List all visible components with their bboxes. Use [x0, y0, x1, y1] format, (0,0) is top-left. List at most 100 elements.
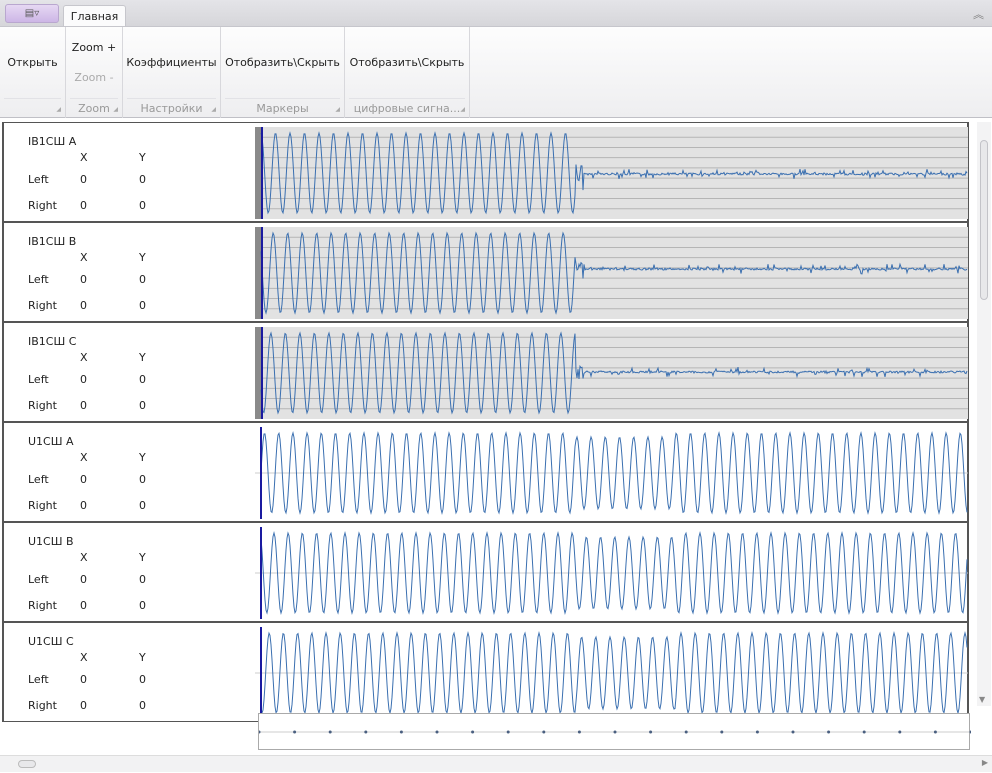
group-caption: Настройки: [127, 98, 216, 115]
channel-name: U1СШ B: [28, 535, 74, 548]
overview-tick: [542, 730, 546, 734]
channel-panel: IB1СШ A X Y Left 0 0 Right 0 0: [2, 122, 969, 222]
right-x: 0: [80, 499, 87, 512]
zoom-in-button[interactable]: Zoom +: [71, 41, 117, 54]
overview-tick: [257, 730, 261, 734]
overview-tick: [684, 730, 688, 734]
channel-panel: IB1СШ B X Y Left 0 0 Right 0 0: [2, 222, 969, 322]
overview-tick: [791, 730, 795, 734]
overview-tick: [862, 730, 866, 734]
waveform-plot[interactable]: [255, 227, 968, 319]
row-right: Right: [28, 299, 57, 312]
row-left: Left: [28, 573, 49, 586]
overview-tick: [613, 730, 617, 734]
overview-tick: [577, 730, 581, 734]
right-y: 0: [139, 299, 146, 312]
group-caption: Маркеры: [225, 98, 340, 115]
column-x: X: [80, 351, 88, 364]
open-button[interactable]: Открыть: [7, 56, 58, 69]
row-right: Right: [28, 699, 57, 712]
horizontal-scrollbar[interactable]: ▶: [0, 755, 992, 772]
column-x: X: [80, 451, 88, 464]
waveform-plot[interactable]: [255, 627, 968, 719]
column-y: Y: [139, 251, 146, 264]
cursor-bar: [255, 127, 261, 219]
waveform-plot[interactable]: [255, 127, 968, 219]
overview-tick: [649, 730, 653, 734]
waveform-plot[interactable]: [255, 527, 968, 619]
row-left: Left: [28, 373, 49, 386]
ribbon: Открыть Zoom + Zoom - Zoom Коэффициенты …: [0, 26, 992, 118]
column-y: Y: [139, 351, 146, 364]
group-caption: Zoom: [70, 98, 118, 115]
column-y: Y: [139, 551, 146, 564]
right-y: 0: [139, 199, 146, 212]
group-caption: цифровые сигна...: [349, 98, 465, 115]
scroll-right-icon[interactable]: ▶: [981, 758, 988, 767]
scroll-thumb[interactable]: [980, 140, 988, 300]
channel-panel: U1СШ A X Y Left 0 0 Right 0 0: [2, 422, 969, 522]
signal-trace: [260, 531, 968, 615]
column-x: X: [80, 651, 88, 664]
cursor-bar: [255, 327, 261, 419]
coefficients-button[interactable]: Коэффициенты: [126, 56, 217, 69]
waveform-plot[interactable]: [255, 327, 968, 419]
app-menu-button[interactable]: ▤▿: [5, 4, 59, 23]
group-zoom: Zoom + Zoom - Zoom: [66, 27, 123, 118]
scroll-down-icon[interactable]: ▼: [979, 695, 986, 704]
right-y: 0: [139, 399, 146, 412]
right-x: 0: [80, 599, 87, 612]
right-x: 0: [80, 299, 87, 312]
left-x: 0: [80, 673, 87, 686]
right-x: 0: [80, 399, 87, 412]
left-y: 0: [139, 573, 146, 586]
scroll-thumb[interactable]: [18, 760, 36, 768]
left-x: 0: [80, 273, 87, 286]
overview-tick: [293, 730, 297, 734]
overview-tick: [435, 730, 439, 734]
right-y: 0: [139, 699, 146, 712]
left-x: 0: [80, 473, 87, 486]
left-y: 0: [139, 473, 146, 486]
overview-tick: [364, 730, 368, 734]
channel-name: U1СШ C: [28, 635, 74, 648]
digital-signals-toggle-button[interactable]: Отобразить\Скрыть: [349, 56, 465, 69]
vertical-scrollbar[interactable]: ▼: [977, 122, 991, 706]
row-right: Right: [28, 499, 57, 512]
markers-toggle-button[interactable]: Отобразить\Скрыть: [225, 56, 340, 69]
overview-tick: [506, 730, 510, 734]
tab-home[interactable]: Главная: [63, 5, 126, 27]
left-y: 0: [139, 173, 146, 186]
row-left: Left: [28, 273, 49, 286]
right-y: 0: [139, 499, 146, 512]
row-right: Right: [28, 199, 57, 212]
row-left: Left: [28, 673, 49, 686]
channel-panel: U1СШ B X Y Left 0 0 Right 0 0: [2, 522, 969, 622]
overview-timeline[interactable]: [257, 713, 973, 750]
zoom-out-button[interactable]: Zoom -: [74, 71, 114, 84]
left-y: 0: [139, 273, 146, 286]
signal-trace: [260, 431, 968, 515]
column-y: Y: [139, 151, 146, 164]
channel-name: IB1СШ C: [28, 335, 77, 348]
group-open: Открыть: [0, 27, 66, 118]
overview-tick: [898, 730, 902, 734]
signal-trace: [260, 231, 968, 315]
signal-trace: [260, 331, 968, 415]
column-x: X: [80, 151, 88, 164]
signal-trace: [260, 631, 968, 715]
waveform-plot[interactable]: [255, 427, 968, 519]
channel-name: IB1СШ A: [28, 135, 77, 148]
row-left: Left: [28, 473, 49, 486]
right-y: 0: [139, 599, 146, 612]
channel-panel: U1СШ C X Y Left 0 0 Right 0 0: [2, 622, 969, 722]
channel-panel: IB1СШ C X Y Left 0 0 Right 0 0: [2, 322, 969, 422]
left-x: 0: [80, 173, 87, 186]
overview-tick: [471, 730, 475, 734]
left-y: 0: [139, 373, 146, 386]
collapse-ribbon-icon[interactable]: ︽: [973, 8, 984, 21]
row-left: Left: [28, 173, 49, 186]
column-x: X: [80, 551, 88, 564]
overview-tick: [755, 730, 759, 734]
overview-tick: [328, 730, 332, 734]
